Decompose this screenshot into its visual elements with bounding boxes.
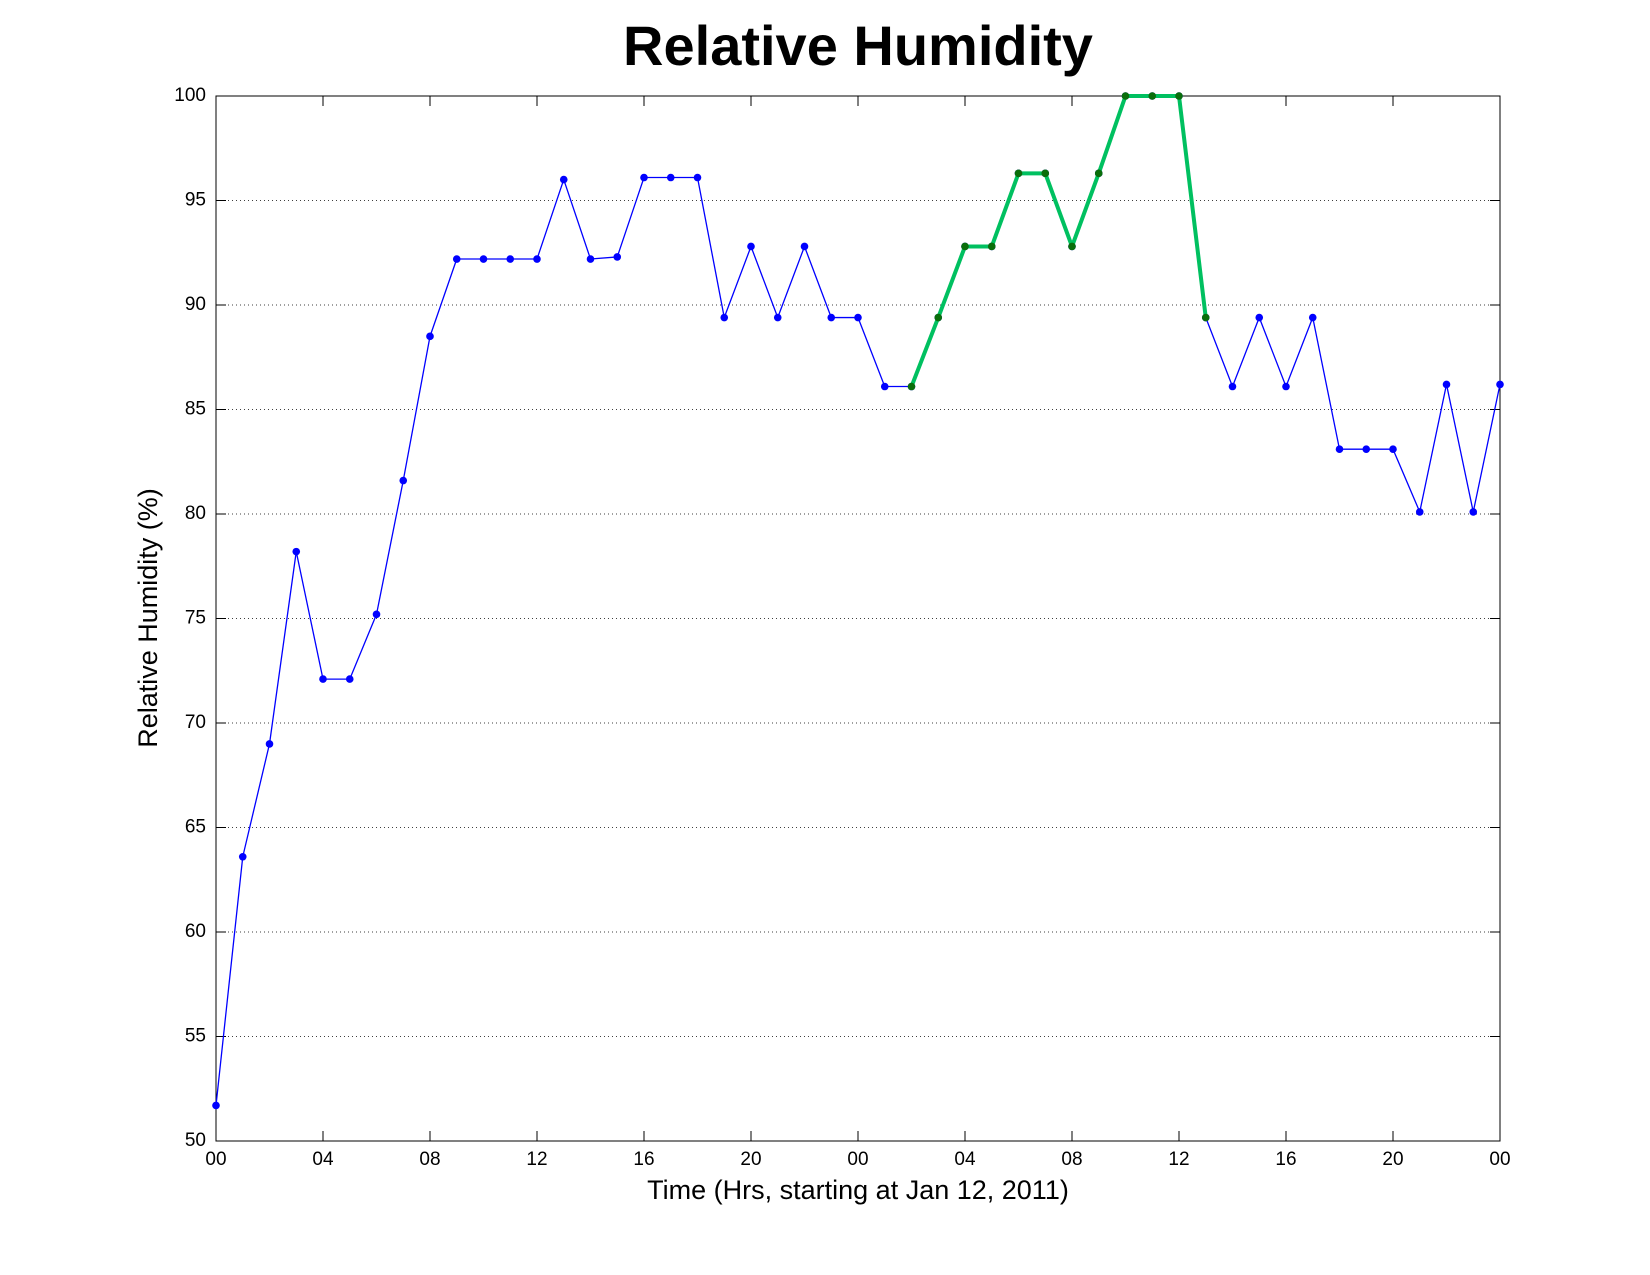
y-tick-label: 65 [185, 817, 206, 838]
data-point [238, 852, 247, 861]
y-axis-label: Relative Humidity (%) [133, 488, 163, 748]
data-point [1094, 169, 1103, 178]
chart-title: Relative Humidity [623, 14, 1093, 77]
x-tick-label: 04 [312, 1149, 334, 1170]
y-tick-label: 90 [185, 294, 206, 315]
data-point [1255, 313, 1264, 322]
data-point [479, 255, 488, 263]
data-point [1496, 380, 1504, 389]
y-tick-label: 60 [185, 921, 206, 942]
data-point [934, 313, 943, 322]
data-point [1014, 169, 1023, 178]
data-point [559, 175, 568, 184]
data-point [1415, 508, 1424, 516]
x-tick-label: 00 [847, 1149, 868, 1170]
data-point [212, 1101, 220, 1110]
x-tick-label: 04 [954, 1149, 976, 1170]
y-tick-label: 100 [174, 85, 206, 106]
data-point [1389, 445, 1397, 454]
data-point [506, 255, 515, 263]
data-point [399, 476, 408, 485]
data-point [372, 610, 381, 619]
x-tick-label: 20 [1382, 1149, 1403, 1170]
data-point [1148, 92, 1157, 100]
data-point [1362, 445, 1371, 454]
x-axis-label: Time (Hrs, starting at Jan 12, 2011) [647, 1175, 1069, 1205]
x-tick-label: 20 [740, 1149, 761, 1170]
y-tick-label: 55 [185, 1026, 206, 1047]
y-tick-label: 80 [185, 503, 206, 524]
data-point [693, 173, 702, 182]
data-point [265, 740, 274, 748]
x-tick-label: 16 [633, 1149, 654, 1170]
data-point [1228, 382, 1237, 391]
data-point [1442, 380, 1451, 389]
data-point [720, 313, 729, 322]
y-tick-label: 95 [185, 190, 206, 211]
data-point [907, 382, 916, 391]
x-tick-label: 08 [419, 1149, 440, 1170]
data-point [961, 242, 969, 251]
data-point [1282, 382, 1290, 391]
x-tick-label: 12 [526, 1149, 547, 1170]
series-line [909, 94, 1208, 388]
series-line [215, 95, 1501, 1106]
y-tick-label: 75 [185, 608, 206, 629]
data-point [773, 313, 782, 322]
data-point [426, 332, 434, 341]
data-point [292, 547, 301, 556]
data-point [880, 382, 889, 391]
data-point [987, 242, 996, 251]
data-point [827, 313, 836, 322]
data-point [345, 675, 354, 683]
y-tick-label: 85 [185, 399, 206, 420]
data-point [613, 253, 622, 261]
data-point [1041, 169, 1050, 178]
x-tick-label: 16 [1275, 1149, 1296, 1170]
data-point [1469, 508, 1478, 516]
data-point [452, 255, 461, 263]
data-point [747, 242, 755, 251]
x-tick-label: 00 [205, 1149, 226, 1170]
data-point [1201, 313, 1210, 322]
data-point [666, 173, 675, 182]
data-point [1121, 92, 1130, 100]
x-tick-label: 08 [1061, 1149, 1082, 1170]
data-point [1068, 242, 1076, 251]
x-tick-label: 12 [1168, 1149, 1189, 1170]
data-point [1335, 445, 1344, 454]
data-point [1175, 92, 1183, 100]
data-point [800, 242, 809, 251]
data-point [640, 173, 648, 182]
data-point [533, 255, 541, 263]
x-tick-label: 00 [1489, 1149, 1510, 1170]
y-tick-label: 50 [185, 1130, 206, 1151]
data-point [586, 255, 595, 263]
data-point [1308, 313, 1317, 322]
data-point [319, 675, 327, 683]
data-point [854, 313, 862, 322]
y-tick-label: 70 [185, 712, 206, 733]
